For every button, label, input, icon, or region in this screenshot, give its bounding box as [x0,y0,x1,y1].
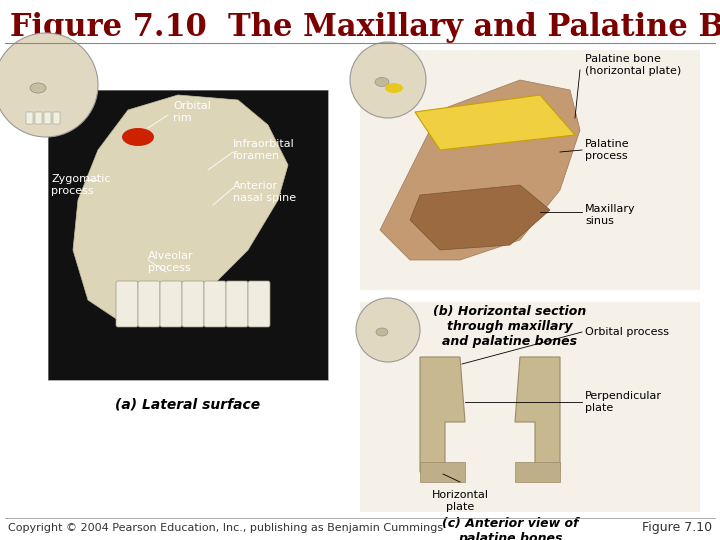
FancyBboxPatch shape [160,281,182,327]
Text: (a) Lateral surface: (a) Lateral surface [115,398,261,412]
FancyBboxPatch shape [138,281,160,327]
Text: Orbital
rim: Orbital rim [173,101,211,123]
Text: Figure 7.10  The Maxillary and Palatine Bones: Figure 7.10 The Maxillary and Palatine B… [10,12,720,43]
FancyBboxPatch shape [182,281,204,327]
Text: Infraorbital
foramen: Infraorbital foramen [233,139,294,161]
FancyBboxPatch shape [226,281,248,327]
FancyBboxPatch shape [204,281,226,327]
Text: (b) Horizontal section
through maxillary
and palatine bones: (b) Horizontal section through maxillary… [433,305,587,348]
Ellipse shape [375,78,389,86]
FancyBboxPatch shape [248,281,270,327]
Bar [360,50,700,290]
Polygon shape [420,357,465,472]
Text: Palatine bone
(horizontal plate): Palatine bone (horizontal plate) [585,54,681,76]
Bar [44,112,51,124]
Circle shape [350,42,426,118]
Ellipse shape [30,83,46,93]
Text: Horizontal
plate: Horizontal plate [431,490,488,511]
Text: Orbital process: Orbital process [585,327,669,337]
Circle shape [0,33,98,137]
Text: Figure 7.10: Figure 7.10 [642,522,712,535]
Bar [26,112,33,124]
Text: Copyright © 2004 Pearson Education, Inc., publishing as Benjamin Cummings: Copyright © 2004 Pearson Education, Inc.… [8,523,443,533]
Text: Maxillary
sinus: Maxillary sinus [585,204,636,226]
Polygon shape [515,357,560,472]
Ellipse shape [376,328,388,336]
FancyBboxPatch shape [116,281,138,327]
Text: Perpendicular
plate: Perpendicular plate [585,391,662,413]
Bar [48,90,328,380]
Ellipse shape [385,83,403,93]
Circle shape [356,298,420,362]
Bar [48,90,328,380]
Polygon shape [380,80,580,260]
Ellipse shape [122,128,154,146]
Bar [420,462,465,482]
Polygon shape [73,95,288,320]
Polygon shape [410,185,550,250]
Bar [360,302,700,512]
Text: Alveolar
process: Alveolar process [148,251,194,273]
Text: Zygomatic
process: Zygomatic process [51,174,110,196]
Text: Palatine
process: Palatine process [585,139,629,161]
Polygon shape [415,95,575,150]
Text: (c) Anterior view of
palatine bones: (c) Anterior view of palatine bones [441,517,578,540]
Bar [35,112,42,124]
Text: Anterior
nasal spine: Anterior nasal spine [233,181,296,203]
Bar [53,112,60,124]
Bar [515,462,560,482]
